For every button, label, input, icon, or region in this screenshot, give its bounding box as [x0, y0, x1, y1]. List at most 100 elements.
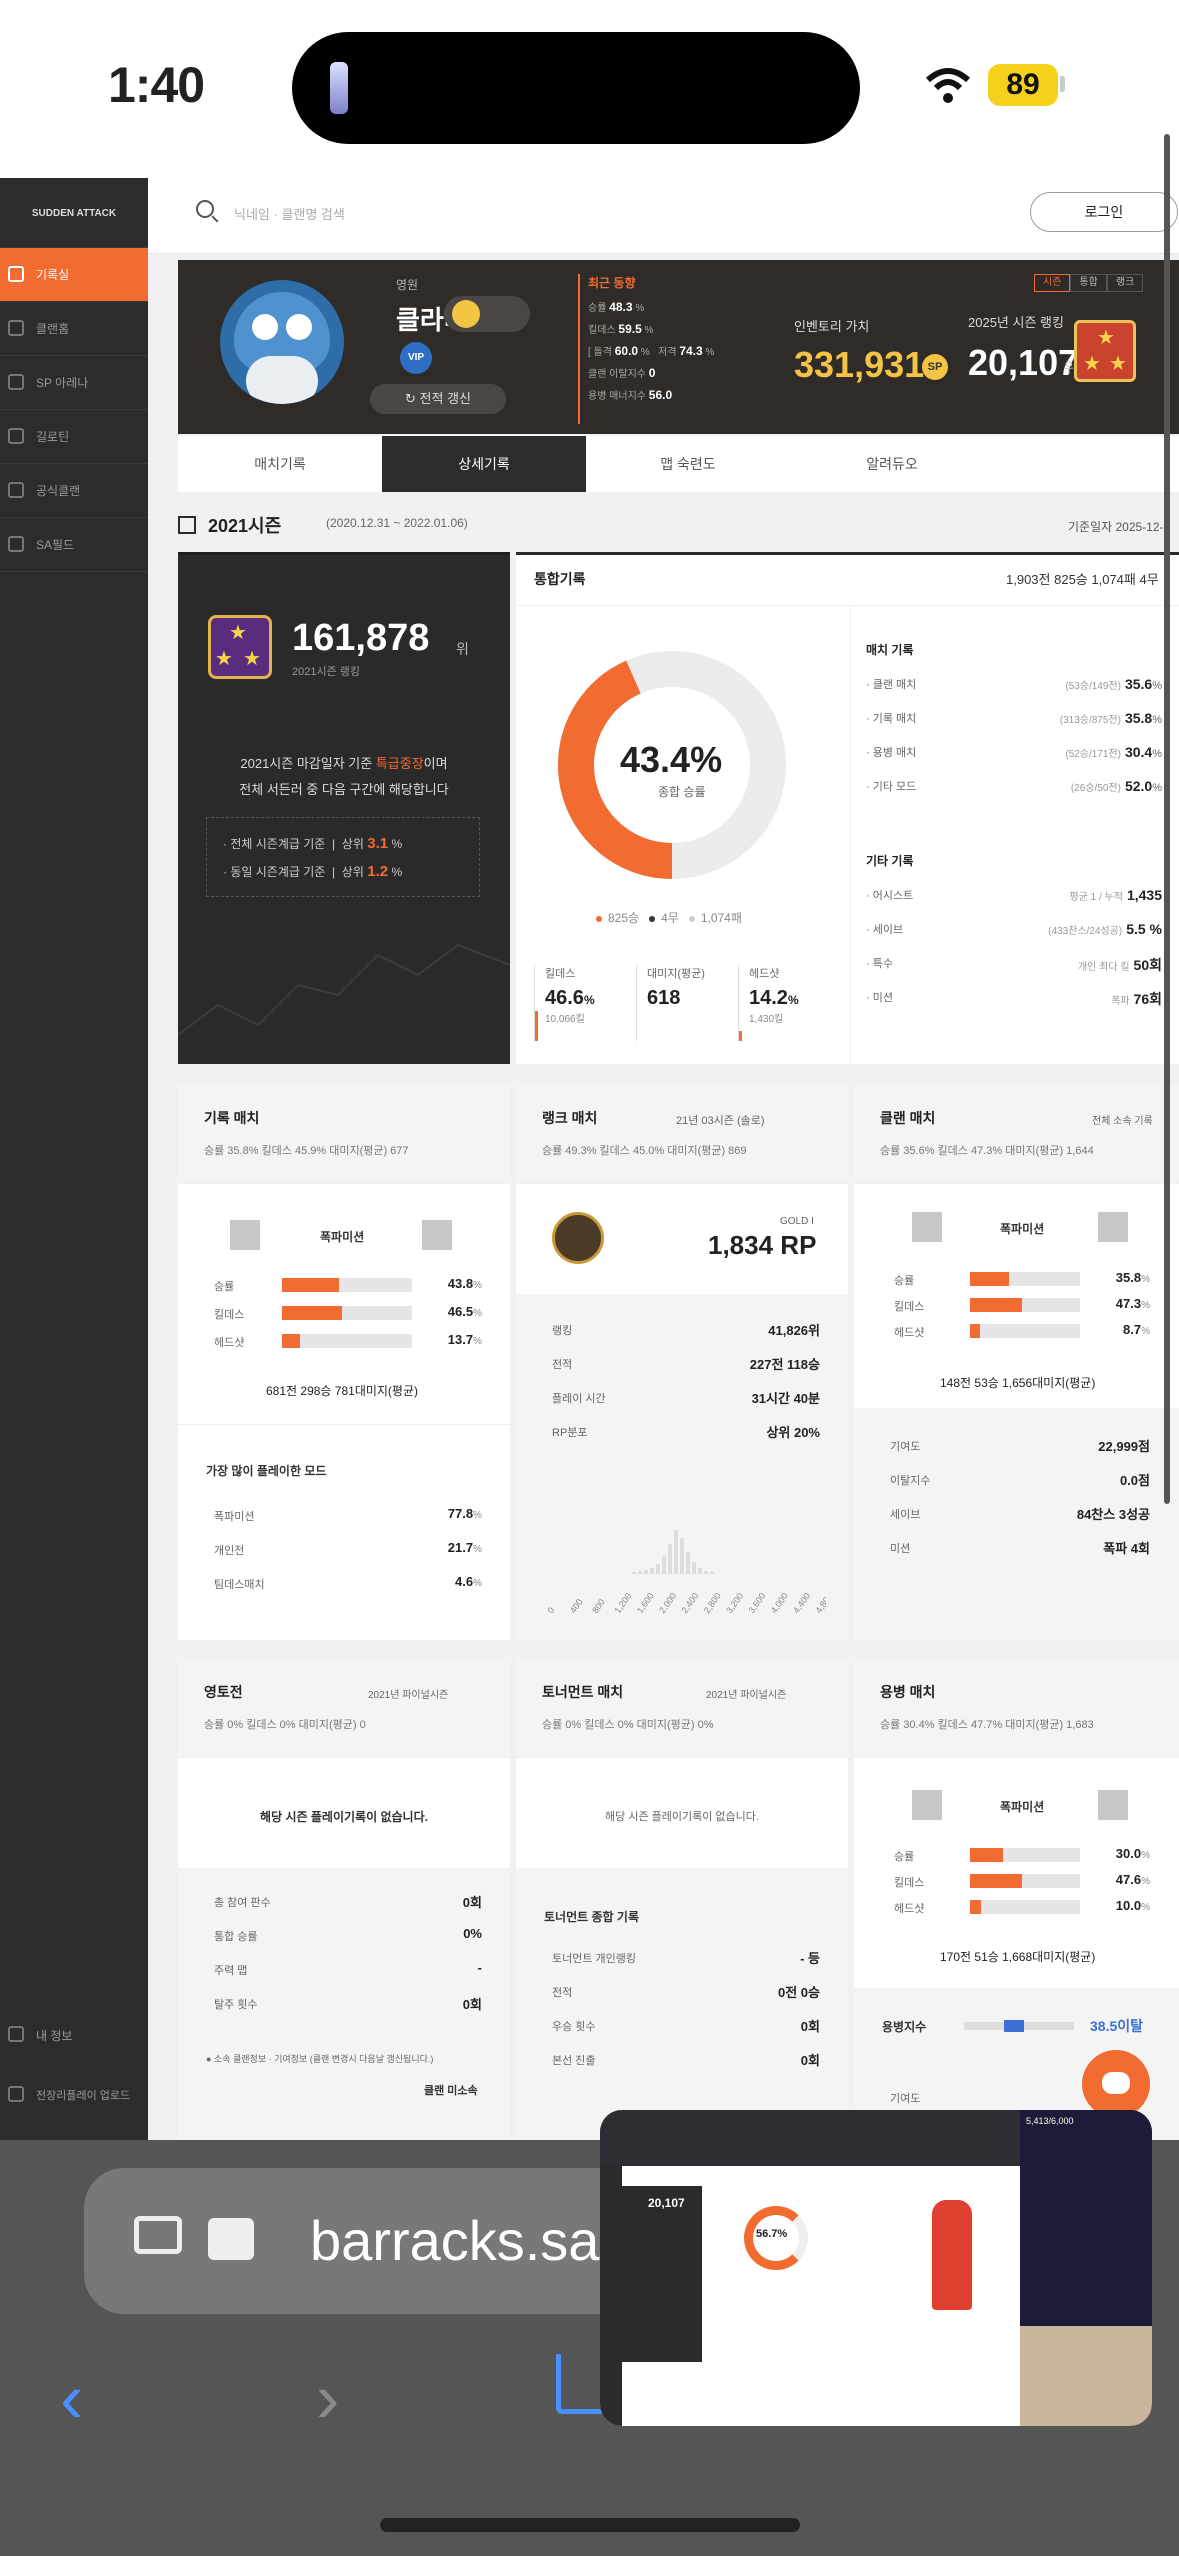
- percentile-label: 전체 시즌계급 기준: [230, 837, 326, 851]
- percentile-label: 동일 시즌계급 기준: [230, 865, 326, 879]
- etc-row: · 어시스트 평균 1 / 누적 1,435: [866, 887, 1162, 903]
- legend-losses: 1,074패: [700, 911, 742, 925]
- search-input[interactable]: 닉네임 · 클랜명 검색: [234, 207, 345, 222]
- rp-tick-label: 0: [546, 1605, 557, 1614]
- picture-in-picture[interactable]: 20,107 56.7% 5,413/6,000: [600, 2110, 1152, 2426]
- season-rank-value: 161,878: [292, 617, 430, 659]
- panel-header: [178, 1084, 510, 1184]
- top-label: 상위: [341, 865, 364, 879]
- rank-match-panel: 랭크 매치 21년 03시즌 (솔로) 승률 49.3% 킬데스 45.0% 대…: [516, 1084, 848, 1640]
- detail-value: 0회: [462, 1895, 482, 1910]
- chat-icon[interactable]: [1082, 2050, 1150, 2118]
- mode-percent: 21.7%: [447, 1540, 482, 1555]
- bar-value: 8.7%: [1123, 1322, 1150, 1337]
- merc-index-value: 38.5이탈: [1090, 2018, 1144, 2034]
- season-select[interactable]: 2021년 파이널시즌: [706, 1690, 787, 1701]
- site-logo[interactable]: SUDDEN ATTACK: [0, 178, 148, 248]
- tab-duo[interactable]: 알려듀오: [866, 456, 918, 472]
- back-button[interactable]: ‹: [60, 2359, 84, 2437]
- sidebar-item-official-clan[interactable]: 공식클랜: [0, 464, 148, 518]
- tab-detail-record[interactable]: 상세기록: [382, 436, 586, 492]
- detail-value: 227전 118승: [749, 1357, 820, 1372]
- detail-value: 폭파 4회: [1103, 1541, 1150, 1556]
- tournament-detail: [516, 1868, 848, 2140]
- official-clan-icon: [8, 482, 24, 498]
- season-rank-label: 2025년 시즌 랭킹: [968, 315, 1064, 330]
- bar-value: 43.8%: [447, 1276, 482, 1291]
- extension-icon[interactable]: [208, 2218, 254, 2260]
- segment-rank[interactable]: 랭크: [1106, 274, 1144, 292]
- season-dropdown[interactable]: 2021시즌: [208, 512, 281, 538]
- emote-dropdown[interactable]: [444, 296, 530, 332]
- battery-tip: [1060, 76, 1065, 92]
- tab-match-record[interactable]: 매치기록: [254, 456, 306, 472]
- headshot-bar: [282, 1334, 412, 1348]
- bar-label: 헤드샷: [894, 1903, 925, 1915]
- rp-tick-label: 2,800: [702, 1591, 723, 1614]
- value: 77.8: [447, 1506, 474, 1521]
- pip-sidebar: [600, 2166, 622, 2426]
- bar-label: 킬데스: [214, 1309, 245, 1321]
- search-icon[interactable]: [196, 200, 214, 218]
- row-value: 30.4: [1124, 744, 1153, 760]
- row-label: 미션: [872, 992, 893, 1004]
- prev-mode-button[interactable]: [912, 1790, 942, 1820]
- forward-button[interactable]: ›: [316, 2359, 340, 2437]
- login-button[interactable]: 로그인: [1030, 192, 1178, 232]
- recent-row: 승률 48.3 %: [588, 297, 758, 319]
- season-description: 2021시즌 마감일자 기준 특급중장이며 전체 서든러 중 다음 구간에 해당…: [178, 751, 510, 803]
- rp-bar: [686, 1552, 690, 1574]
- stat-value: 46.6: [545, 987, 584, 1009]
- sidebar-item-label: 전장리플레이 업로드: [36, 2090, 131, 2102]
- rp-bar: [710, 1572, 714, 1574]
- panel-title: 용병 매치: [880, 1684, 936, 1700]
- bar-value: 35.8%: [1115, 1270, 1150, 1285]
- season-select[interactable]: 21년 03시즌 (솔로): [676, 1115, 765, 1127]
- refresh-button[interactable]: ↻ 전적 갱신: [370, 384, 506, 414]
- unit: %: [391, 865, 403, 879]
- row-note: 평균 1 / 누적: [1069, 892, 1123, 903]
- prev-mode-button[interactable]: [230, 1220, 260, 1250]
- tab-map-proficiency[interactable]: 맵 숙련도: [660, 456, 716, 472]
- status-bar: 1:40 89: [0, 0, 1179, 176]
- row-value: 35.8: [1124, 710, 1153, 726]
- segment-total[interactable]: 통합: [1070, 274, 1107, 292]
- all-clans-link[interactable]: 전체 소속 기록: [1092, 1116, 1153, 1127]
- recent-title: 최근 동향: [588, 276, 636, 290]
- value: 21.7: [447, 1540, 474, 1555]
- match-row: · 기타 모드 (26승/50전) 52.0%: [866, 778, 1162, 794]
- rp-bar: [668, 1544, 672, 1574]
- etc-row: · 특수 개인 최다 킬 50회: [866, 957, 1162, 973]
- detail-label: 플레이 시간: [552, 1393, 606, 1405]
- legend-draws: 4무: [661, 911, 679, 925]
- divider: [178, 1424, 510, 1425]
- unit: %: [644, 325, 654, 336]
- clan-extra: [854, 1408, 1179, 1640]
- rp-distribution-chart: 0 400 800 1,200 1,600 2,000 2,400 2,800 3,200 3,6…: [546, 1530, 826, 1614]
- value: 13.7: [447, 1332, 474, 1347]
- prev-mode-button[interactable]: [912, 1212, 942, 1242]
- bar-value: 13.7%: [447, 1332, 482, 1347]
- segment-season[interactable]: 시즌: [1034, 274, 1071, 292]
- sidebar-item-sa-field[interactable]: SA필드: [0, 518, 148, 572]
- panel-header: [516, 1658, 848, 1758]
- sidebar-item-sp-arena[interactable]: SP 아레나: [0, 356, 148, 410]
- season-select[interactable]: 2021년 파이널시즌: [368, 1690, 449, 1701]
- sidebar-item-my-info[interactable]: 내 정보: [0, 2008, 148, 2062]
- sidebar-item-replay-upload[interactable]: 전장리플레이 업로드: [0, 2068, 148, 2122]
- sidebar-item-clanhome[interactable]: 클랜홈: [0, 302, 148, 356]
- scrollbar[interactable]: [1164, 134, 1170, 1504]
- reader-icon[interactable]: [134, 2216, 182, 2254]
- next-mode-button[interactable]: [422, 1220, 452, 1250]
- row-value: 1,435: [1126, 887, 1162, 903]
- rp-tick-label: 4,400: [791, 1591, 812, 1614]
- sidebar-item-records[interactable]: 기록실: [0, 248, 148, 302]
- detail-label: 탈주 횟수: [214, 1999, 258, 2011]
- next-mode-button[interactable]: [1098, 1790, 1128, 1820]
- row-note: (52승/171전): [1065, 749, 1121, 760]
- bar-label: 헤드샷: [214, 1337, 245, 1349]
- winrate-arc: [558, 651, 786, 879]
- sidebar-item-guillotine[interactable]: 길로틴: [0, 410, 148, 464]
- damage-stat: 대미지(평균) 618: [636, 965, 738, 1041]
- next-mode-button[interactable]: [1098, 1212, 1128, 1242]
